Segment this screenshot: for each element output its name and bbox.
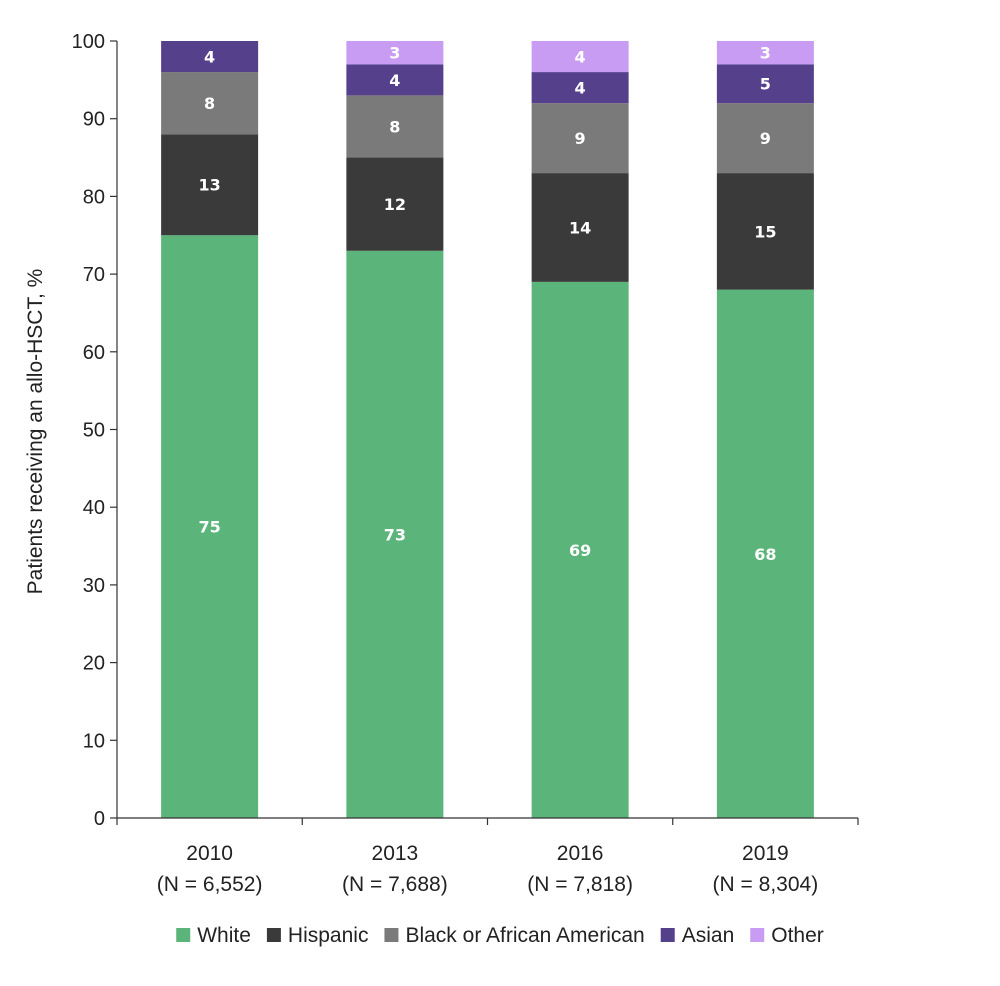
data-label: 4 [575, 79, 586, 98]
data-label: 12 [384, 195, 406, 214]
y-tick-label: 50 [83, 420, 105, 442]
data-label: 4 [389, 71, 400, 90]
x-tick-label: 2016 [557, 842, 604, 865]
y-tick-label: 30 [83, 575, 105, 597]
legend-swatch [660, 928, 675, 942]
bar-2010-white [161, 235, 259, 818]
axes-group: 0 10 20 30 40 50 60 70 80 90 100 2010 (N = 6,552) 201… [24, 31, 859, 896]
legend-label: Other [771, 924, 824, 947]
legend-label: Black or African American [405, 924, 644, 947]
x-tick-label: 2019 [742, 842, 789, 865]
y-tick-label: 0 [94, 808, 105, 830]
x-tick-label: 2010 [186, 842, 233, 865]
x-tick-sublabel: (N = 6,552) [157, 873, 263, 896]
data-label: 14 [569, 218, 591, 237]
y-tick-label: 100 [72, 31, 105, 53]
data-label: 3 [389, 44, 400, 63]
legend-swatch [750, 928, 765, 942]
bar-2019-other [716, 41, 814, 65]
y-axis-title: Patients receiving an allo-HSCT, % [24, 269, 47, 595]
data-label: 5 [760, 75, 771, 94]
data-label: 69 [569, 541, 591, 560]
data-label: 8 [389, 117, 400, 136]
data-label: 4 [575, 48, 586, 67]
y-tick-label: 80 [83, 186, 105, 208]
bar-2016-hispanic [531, 173, 629, 282]
bar-2010-asian [161, 41, 259, 73]
bar-2010-black-or-african-american [161, 72, 259, 135]
bar-2010-hispanic [161, 134, 259, 236]
legend-swatch [176, 928, 191, 942]
x-tick-sublabel: (N = 7,818) [527, 873, 633, 896]
data-label: 73 [384, 525, 406, 544]
y-tick-label: 10 [83, 730, 105, 752]
bar-2013-black-or-african-american [346, 95, 444, 158]
bar-2016-white [531, 281, 629, 818]
bar-2019-hispanic [716, 173, 814, 290]
bar-2016-other [531, 41, 629, 73]
x-tick-sublabel: (N = 8,304) [713, 873, 819, 896]
data-labels-group: 75 13 8 4 73 12 8 4 3 69 14 9 4 4 68 15 9 5 3 [198, 44, 776, 564]
bar-2016-black-or-african-american [531, 103, 629, 174]
legend-swatch [384, 928, 399, 942]
x-tick-label: 2013 [372, 842, 419, 865]
bar-2016-asian [531, 72, 629, 104]
y-tick-label: 40 [83, 497, 105, 519]
y-tick-label: 70 [83, 264, 105, 286]
bar-2019-asian [716, 64, 814, 104]
data-label: 9 [575, 129, 586, 148]
y-tick-label: 20 [83, 653, 105, 675]
data-label: 8 [204, 94, 215, 113]
bar-2013-hispanic [346, 157, 444, 251]
bar-2013-asian [346, 64, 444, 96]
bar-2019-black-or-african-american [716, 103, 814, 174]
data-label: 3 [760, 44, 771, 63]
data-label: 9 [760, 129, 771, 148]
legend: White Hispanic Black or African American As… [176, 924, 824, 947]
legend-label: Hispanic [288, 924, 369, 947]
bar-2013-white [346, 250, 444, 819]
legend-label: Asian [682, 924, 735, 947]
y-tick-label: 60 [83, 342, 105, 364]
data-label: 75 [198, 518, 220, 537]
data-label: 4 [204, 48, 215, 67]
bar-2013-other [346, 41, 444, 65]
data-label: 15 [754, 222, 776, 241]
data-label: 68 [754, 545, 776, 564]
y-tick-label: 90 [83, 109, 105, 131]
data-label: 13 [198, 176, 220, 195]
legend-label: White [197, 924, 251, 947]
legend-swatch [266, 928, 281, 942]
x-tick-sublabel: (N = 7,688) [342, 873, 448, 896]
bar-2019-white [716, 289, 814, 818]
bars-group [161, 41, 814, 819]
